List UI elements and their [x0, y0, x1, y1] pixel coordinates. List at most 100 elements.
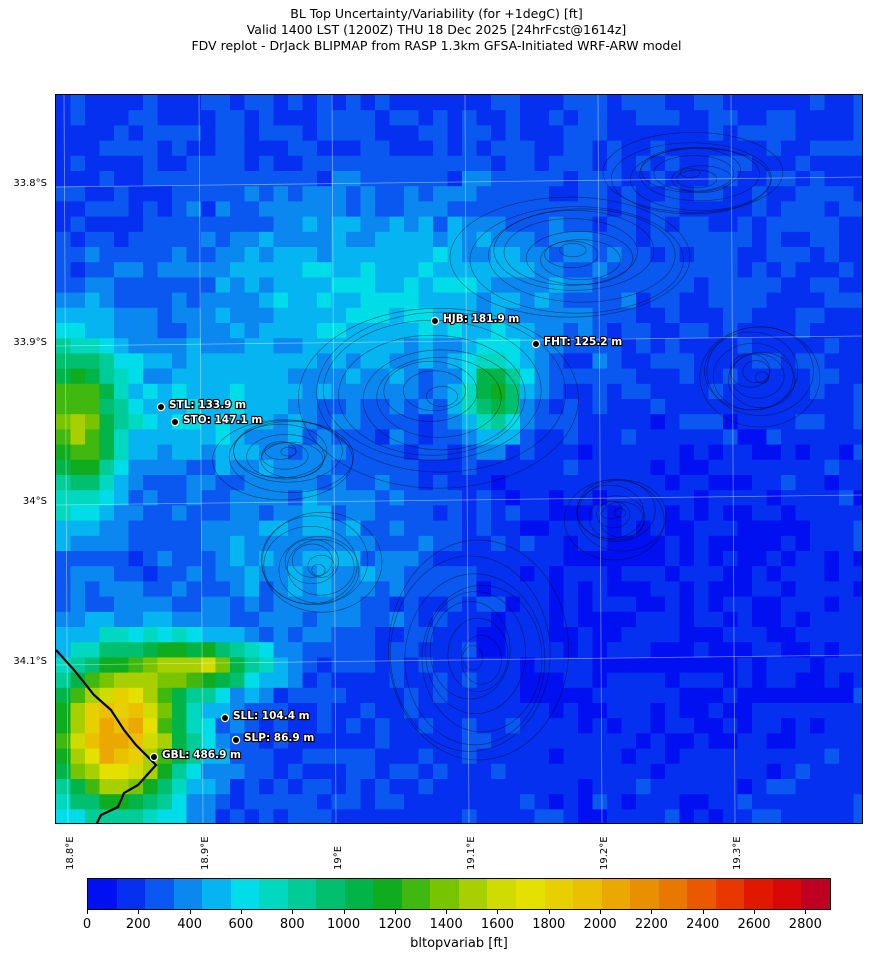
- heatmap-cell: [665, 627, 681, 643]
- heatmap-cell: [302, 809, 318, 823]
- heatmap-cell: [389, 703, 405, 719]
- heatmap-cell: [462, 687, 478, 704]
- heatmap-cell: [534, 779, 550, 795]
- station-stl[interactable]: STL: 133.9 m: [156, 398, 247, 412]
- heatmap-cell: [665, 186, 681, 202]
- heatmap-cell: [230, 520, 246, 537]
- heatmap-cell: [99, 368, 115, 385]
- heatmap-cell: [810, 809, 826, 823]
- heatmap-cell: [462, 672, 478, 689]
- heatmap-cell: [505, 171, 521, 187]
- heatmap-cell: [433, 703, 449, 719]
- heatmap-cell: [766, 581, 782, 598]
- heatmap-cell: [549, 399, 565, 415]
- heatmap-cell: [201, 794, 217, 810]
- station-hjb[interactable]: HJB: 181.9 m: [430, 312, 521, 326]
- heatmap-cell: [694, 748, 710, 765]
- heatmap-cell: [592, 95, 608, 111]
- heatmap-cell: [549, 475, 565, 491]
- heatmap-cell: [853, 535, 862, 552]
- heatmap-cell: [114, 95, 130, 111]
- heatmap-cell: [230, 505, 246, 522]
- heatmap-cell: [215, 794, 231, 810]
- heatmap-cell: [766, 535, 782, 552]
- heatmap-cell: [752, 520, 768, 537]
- heatmap-cell: [708, 262, 724, 278]
- heatmap-cell: [665, 353, 681, 370]
- heatmap-cell: [172, 277, 188, 294]
- heatmap-cell: [70, 262, 86, 278]
- heatmap-cell: [317, 642, 333, 658]
- heatmap-cell: [752, 779, 768, 795]
- heatmap-cell: [520, 475, 536, 491]
- heatmap-cell: [56, 231, 72, 248]
- heatmap-cell: [172, 125, 188, 142]
- heatmap-cell: [853, 171, 862, 187]
- heatmap-cell: [244, 733, 260, 750]
- heatmap-cell: [244, 444, 260, 461]
- station-sto[interactable]: STO: 147.1 m: [170, 413, 263, 427]
- heatmap-cell: [824, 779, 840, 795]
- contour-line: [383, 361, 478, 422]
- heatmap-cell: [578, 429, 594, 446]
- heatmap-cell: [143, 171, 159, 187]
- heatmap-cell: [114, 307, 130, 324]
- heatmap-cell: [288, 247, 304, 263]
- map-frame[interactable]: HJB: 181.9 m FHT: 125.2 m STL: 133.9 m STO:…: [55, 94, 863, 824]
- heatmap-cell: [694, 186, 710, 202]
- station-label: SLL: 104.4 m: [233, 710, 310, 722]
- heatmap-cell: [56, 307, 72, 324]
- heatmap-cell: [766, 672, 782, 689]
- heatmap-cell: [534, 718, 550, 734]
- station-fht[interactable]: FHT: 125.2 m: [531, 335, 623, 349]
- heatmap-cell: [360, 505, 376, 522]
- heatmap-cell: [781, 155, 797, 172]
- heatmap-cell: [650, 383, 666, 400]
- heatmap-cell: [302, 125, 318, 142]
- heatmap-cell: [201, 353, 217, 370]
- contour-line: [493, 209, 655, 291]
- heatmap-cell: [752, 535, 768, 552]
- heatmap-cell: [259, 171, 275, 187]
- heatmap-cell: [317, 596, 333, 613]
- heatmap-cell: [201, 277, 217, 294]
- heatmap-cell: [157, 566, 173, 582]
- station-slp[interactable]: SLP: 86.9 m: [231, 731, 315, 745]
- heatmap-cell: [708, 307, 724, 324]
- heatmap-cell: [592, 110, 608, 126]
- heatmap-cell: [694, 703, 710, 719]
- heatmap-cell: [476, 201, 492, 218]
- heatmap-cell: [433, 475, 449, 491]
- heatmap-cell: [795, 231, 811, 248]
- heatmap-cell: [302, 338, 318, 354]
- heatmap-cell: [462, 611, 478, 628]
- heatmap-cell: [288, 140, 304, 157]
- heatmap-cell: [650, 611, 666, 628]
- heatmap-cell: [752, 566, 768, 582]
- station-sll[interactable]: SLL: 104.4 m: [220, 709, 311, 723]
- heatmap-cell: [128, 566, 144, 582]
- heatmap-cell: [578, 505, 594, 522]
- heatmap-cell: [244, 657, 260, 674]
- contour-line: [307, 554, 335, 578]
- heatmap-cell: [505, 657, 521, 674]
- colorbar-segment: [202, 879, 231, 909]
- heatmap-cell: [143, 627, 159, 643]
- heatmap-cell: [360, 262, 376, 278]
- heatmap-cell: [795, 535, 811, 552]
- station-gbl[interactable]: GBL: 486.9 m: [149, 748, 242, 762]
- heatmap-cell: [360, 794, 376, 810]
- heatmap-cell: [752, 262, 768, 278]
- heatmap-cell: [244, 201, 260, 218]
- heatmap-cell: [621, 779, 637, 795]
- heatmap-cell: [766, 551, 782, 567]
- heatmap-cell: [418, 399, 434, 415]
- heatmap-cell: [505, 292, 521, 309]
- heatmap-cell: [723, 642, 739, 658]
- map-canvas[interactable]: HJB: 181.9 m FHT: 125.2 m STL: 133.9 mSTO:…: [56, 95, 863, 824]
- heatmap-cell: [578, 566, 594, 582]
- colorbar-segment: [88, 879, 117, 909]
- heatmap-cell: [694, 338, 710, 354]
- heatmap-cell: [694, 505, 710, 522]
- heatmap-cell: [389, 763, 405, 780]
